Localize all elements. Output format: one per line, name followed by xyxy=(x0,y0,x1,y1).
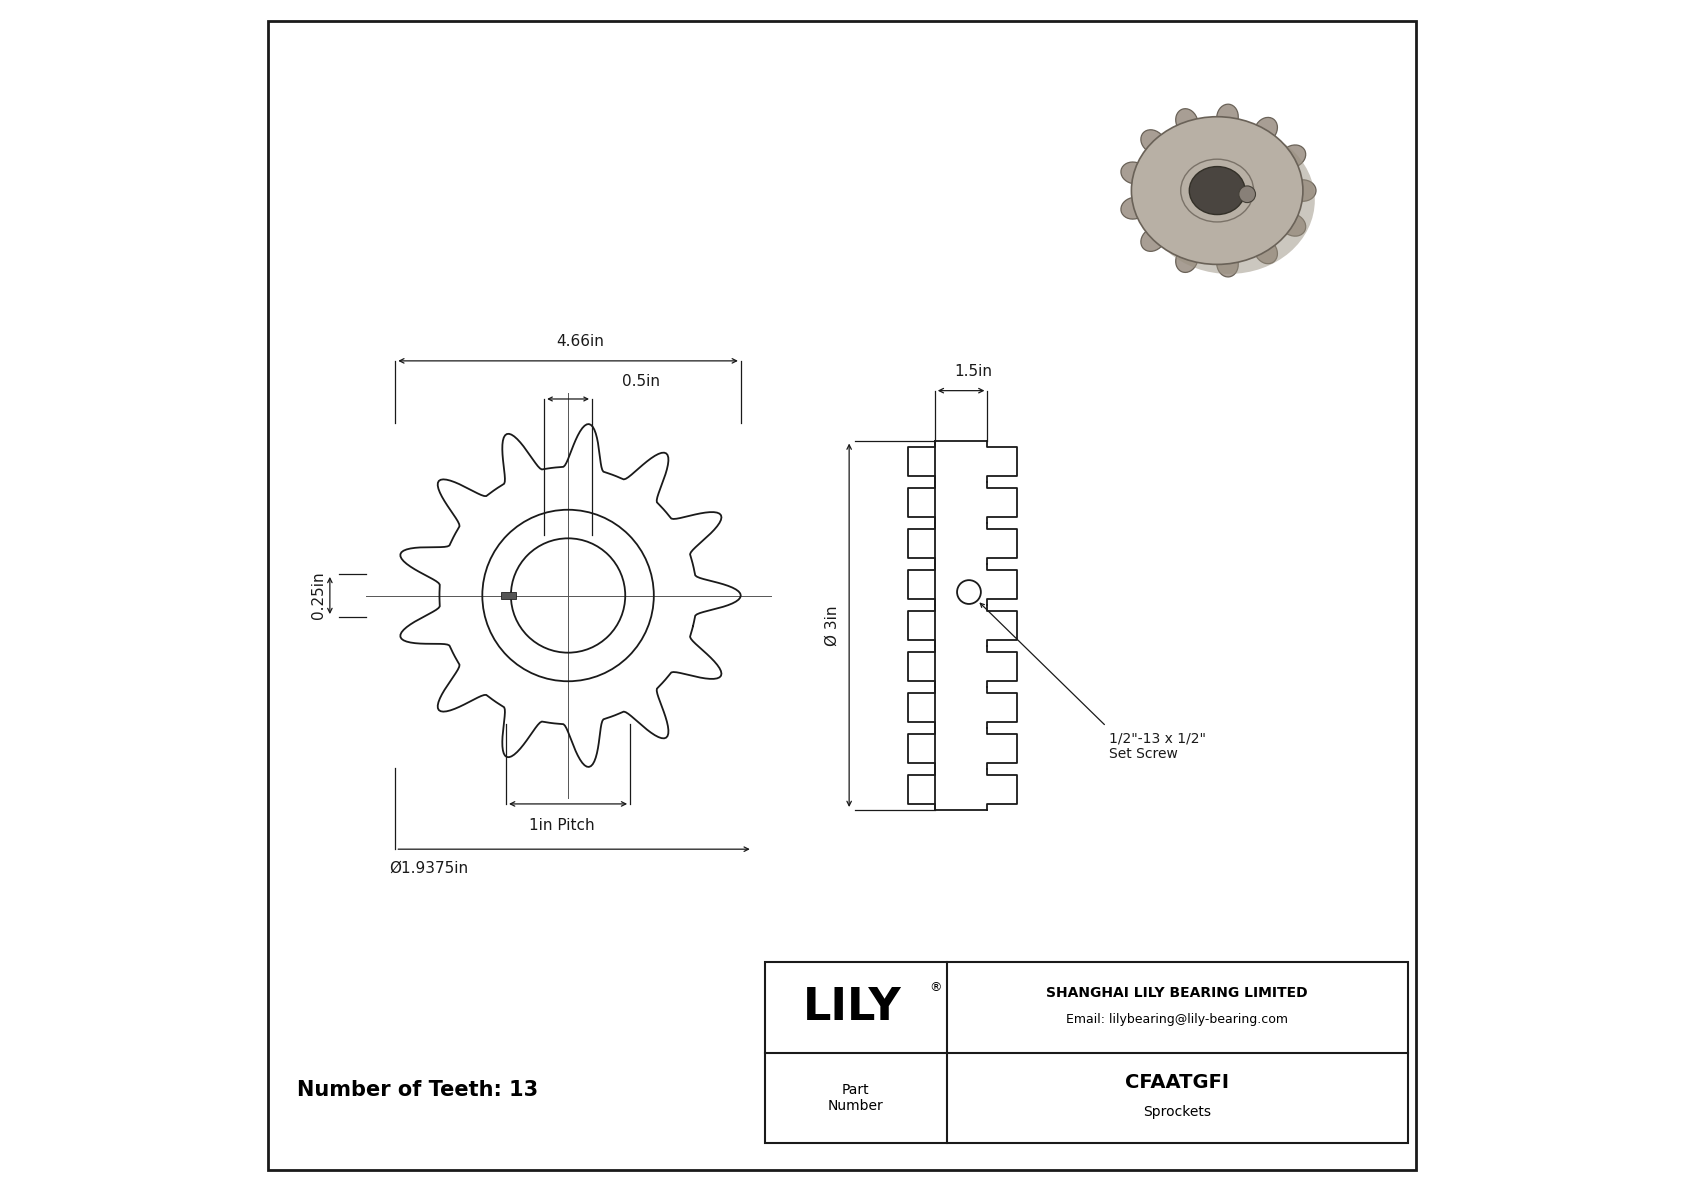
Ellipse shape xyxy=(1218,104,1238,130)
Ellipse shape xyxy=(1290,180,1315,201)
Text: LILY: LILY xyxy=(803,986,901,1029)
Text: 0.25in: 0.25in xyxy=(312,572,327,619)
Ellipse shape xyxy=(1132,117,1303,264)
Circle shape xyxy=(1239,186,1256,202)
Bar xyxy=(502,592,515,599)
Ellipse shape xyxy=(1122,162,1147,183)
Text: Email: lilybearing@lily-bearing.com: Email: lilybearing@lily-bearing.com xyxy=(1066,1014,1288,1025)
Text: 4.66in: 4.66in xyxy=(556,333,605,349)
Ellipse shape xyxy=(1175,247,1197,273)
Text: 1/2"-13 x 1/2"
Set Screw: 1/2"-13 x 1/2" Set Screw xyxy=(1108,731,1206,761)
Ellipse shape xyxy=(1218,251,1238,278)
Text: CFAATGFI: CFAATGFI xyxy=(1125,1073,1229,1092)
Text: Number of Teeth: 13: Number of Teeth: 13 xyxy=(296,1080,537,1099)
Ellipse shape xyxy=(1255,239,1278,263)
Ellipse shape xyxy=(1189,167,1244,214)
Text: ®: ® xyxy=(930,981,941,993)
Text: 1in Pitch: 1in Pitch xyxy=(529,818,594,834)
Text: Ø 3in: Ø 3in xyxy=(825,605,840,646)
Ellipse shape xyxy=(1140,227,1165,251)
Ellipse shape xyxy=(1280,213,1305,236)
Text: Part
Number: Part Number xyxy=(829,1083,884,1114)
Text: SHANGHAI LILY BEARING LIMITED: SHANGHAI LILY BEARING LIMITED xyxy=(1046,986,1308,1000)
Ellipse shape xyxy=(1140,130,1165,154)
Text: 1.5in: 1.5in xyxy=(955,363,992,379)
Text: Sprockets: Sprockets xyxy=(1143,1105,1211,1120)
Text: Ø1.9375in: Ø1.9375in xyxy=(389,861,468,877)
Ellipse shape xyxy=(1122,198,1147,219)
Ellipse shape xyxy=(1255,118,1278,142)
Ellipse shape xyxy=(1143,126,1315,274)
Text: 0.5in: 0.5in xyxy=(621,374,660,389)
Bar xyxy=(765,962,1408,1143)
Ellipse shape xyxy=(1175,108,1197,135)
Ellipse shape xyxy=(1280,145,1305,168)
